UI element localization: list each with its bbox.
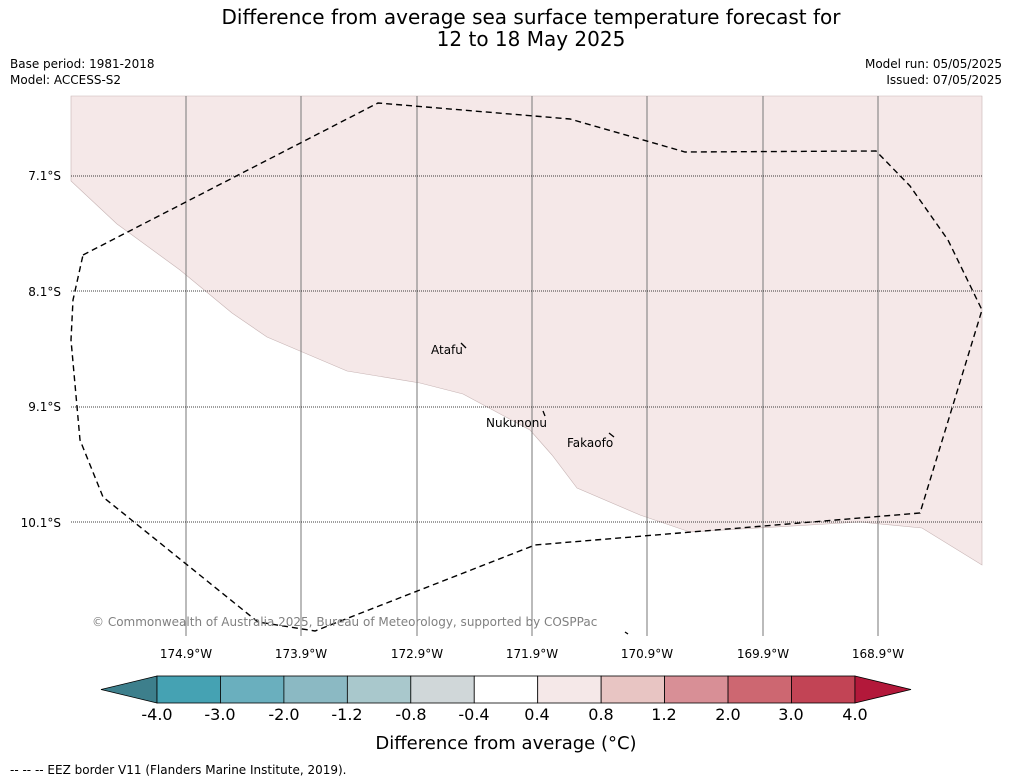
colorbar-segment xyxy=(727,675,792,704)
eez-footnote: -- -- -- EEZ border V11 (Flanders Marine… xyxy=(10,763,347,777)
colorbar xyxy=(100,675,912,704)
colorbar-segment xyxy=(156,675,221,704)
colorbar-tick-label: 3.0 xyxy=(778,705,803,724)
colorbar-extend-high xyxy=(854,675,912,704)
colorbar-segment xyxy=(346,675,412,704)
longitude-gridlines xyxy=(185,96,879,636)
model-run: Model run: 05/05/2025 xyxy=(864,57,1002,71)
colorbar-tick-label: -3.0 xyxy=(204,705,235,724)
colorbar-segment xyxy=(600,675,666,704)
colorbar-tick-label: -0.8 xyxy=(395,705,426,724)
colorbar-segment xyxy=(537,675,602,704)
lon-label: 168.9°W xyxy=(852,647,904,661)
colorbar-segment xyxy=(220,675,285,704)
lon-label: 174.9°W xyxy=(160,647,212,661)
anomaly-region xyxy=(70,95,983,566)
colorbar-tick-label: -4.0 xyxy=(141,705,172,724)
colorbar-segment xyxy=(410,675,475,704)
model-name: Model: ACCESS-S2 xyxy=(10,73,122,87)
colorbar-tick-label: 2.0 xyxy=(715,705,740,724)
issued-date: Issued: 07/05/2025 xyxy=(886,73,1002,87)
colorbar-extend-low xyxy=(100,675,158,704)
lon-label: 172.9°W xyxy=(391,647,443,661)
colorbar-tick-label: -2.0 xyxy=(268,705,299,724)
colorbar-labels: -4.0 -3.0 -2.0 -1.2 -0.8 -0.4 0.4 0.8 1.… xyxy=(141,705,867,724)
place-fakaofo: Fakaofo xyxy=(567,436,613,450)
colorbar-segment xyxy=(791,675,856,704)
atafu-atoll xyxy=(460,342,467,349)
swains-mark xyxy=(624,631,629,635)
lat-label: 8.1°S xyxy=(28,285,61,299)
lon-label: 171.9°W xyxy=(506,647,558,661)
title-line-2: 12 to 18 May 2025 xyxy=(436,27,626,51)
atoll-marks xyxy=(460,342,629,635)
copyright-notice: © Commonwealth of Australia 2025, Bureau… xyxy=(92,615,597,629)
colorbar-tick-label: 4.0 xyxy=(842,705,867,724)
colorbar-tick-label: 0.4 xyxy=(524,705,549,724)
model-info: Base period: 1981-2018 Model: ACCESS-S2 xyxy=(10,56,155,88)
lon-label: 169.9°W xyxy=(737,647,789,661)
lon-label: 170.9°W xyxy=(621,647,673,661)
colorbar-tick-label: 1.2 xyxy=(651,705,676,724)
lon-label: 173.9°W xyxy=(275,647,327,661)
place-atafu: Atafu xyxy=(431,343,463,357)
colorbar-segment xyxy=(473,675,539,704)
place-nukunonu: Nukunonu xyxy=(486,416,547,430)
map-title: Difference from average sea surface temp… xyxy=(0,6,1011,50)
lat-label: 7.1°S xyxy=(28,169,61,183)
latitude-labels: 7.1°S 8.1°S 9.1°S 10.1°S xyxy=(21,169,61,530)
colorbar-tick-label: 0.8 xyxy=(588,705,613,724)
colorbar-title: Difference from average (°C) xyxy=(375,733,636,754)
run-info: Model run: 05/05/2025 Issued: 07/05/2025 xyxy=(865,56,1002,88)
colorbar-segment xyxy=(664,675,729,704)
fakaofo-atoll xyxy=(608,432,615,438)
lat-label: 10.1°S xyxy=(21,516,61,530)
colorbar-tick-label: -0.4 xyxy=(458,705,489,724)
colorbar-tick-label: -1.2 xyxy=(331,705,362,724)
eez-border xyxy=(70,102,983,632)
nukunonu-atoll xyxy=(542,410,546,417)
lat-label: 9.1°S xyxy=(28,400,61,414)
title-line-1: Difference from average sea surface temp… xyxy=(221,5,841,29)
base-period: Base period: 1981-2018 xyxy=(10,57,155,71)
colorbar-segment xyxy=(283,675,348,704)
longitude-labels: 174.9°W 173.9°W 172.9°W 171.9°W 170.9°W … xyxy=(160,647,904,661)
